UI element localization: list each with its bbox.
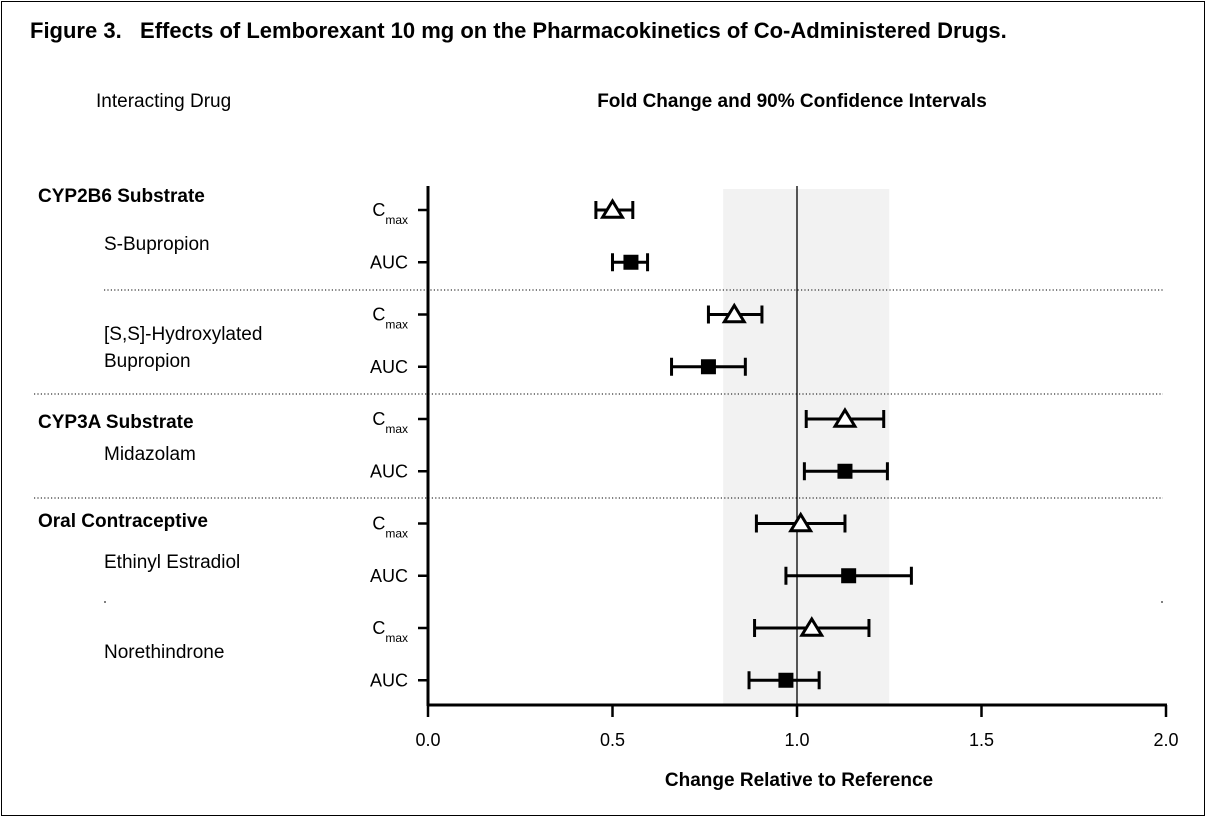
estimate-square	[778, 672, 794, 688]
estimate-square	[623, 254, 639, 270]
interacting-drug-header: Interacting Drug	[96, 91, 231, 112]
x-tick-label: 2.0	[1153, 730, 1178, 750]
reference-band	[723, 189, 890, 705]
param-label: AUC	[370, 252, 408, 272]
param-label: AUC	[370, 566, 408, 586]
x-tick-label: 1.0	[784, 730, 809, 750]
x-tick-label: 1.5	[969, 730, 994, 750]
estimate-triangle	[788, 511, 814, 533]
param-label: Cmax	[372, 200, 408, 227]
drug-label: Bupropion	[104, 351, 191, 372]
drug-label: [S,S]-Hydroxylated	[104, 324, 262, 345]
param-label: AUC	[370, 670, 408, 690]
param-label: Cmax	[372, 409, 408, 436]
param-label: Cmax	[372, 618, 408, 645]
x-tick-label: 0.0	[415, 730, 440, 750]
group-label: CYP2B6 Substrate	[38, 186, 205, 207]
row-labels: CYP2B6 Substrate S-Bupropion [S,S]-Hydroxy…	[38, 186, 408, 690]
x-axis-label: Change Relative to Reference	[665, 770, 933, 791]
param-label: Cmax	[372, 305, 408, 332]
group-label: CYP3A Substrate	[38, 412, 194, 433]
estimate-triangle	[832, 407, 858, 428]
param-label: Cmax	[372, 514, 408, 541]
data-marks	[594, 198, 913, 690]
param-label: AUC	[370, 461, 408, 481]
estimate-triangle	[721, 302, 747, 324]
axes: 0.0 0.5 1.0 1.5 2.0	[415, 186, 1179, 750]
estimate-square	[700, 359, 716, 375]
group-label: Oral Contraceptive	[38, 511, 208, 532]
estimate-triangle	[799, 616, 825, 637]
estimate-square	[837, 463, 853, 479]
drug-label: Ethinyl Estradiol	[104, 552, 240, 573]
figure-title: Figure 3. Effects of Lemborexant 10 mg o…	[30, 18, 1007, 43]
x-tick-label: 0.5	[600, 730, 625, 750]
drug-label: Midazolam	[104, 444, 196, 465]
estimate-triangle	[599, 198, 626, 219]
drug-label: S-Bupropion	[104, 234, 210, 255]
estimate-square	[841, 568, 857, 584]
param-label: AUC	[370, 357, 408, 377]
confidence-interval-header: Fold Change and 90% Confidence Intervals	[597, 91, 987, 112]
group-separators	[34, 289, 1163, 603]
drug-label: Norethindrone	[104, 642, 224, 663]
